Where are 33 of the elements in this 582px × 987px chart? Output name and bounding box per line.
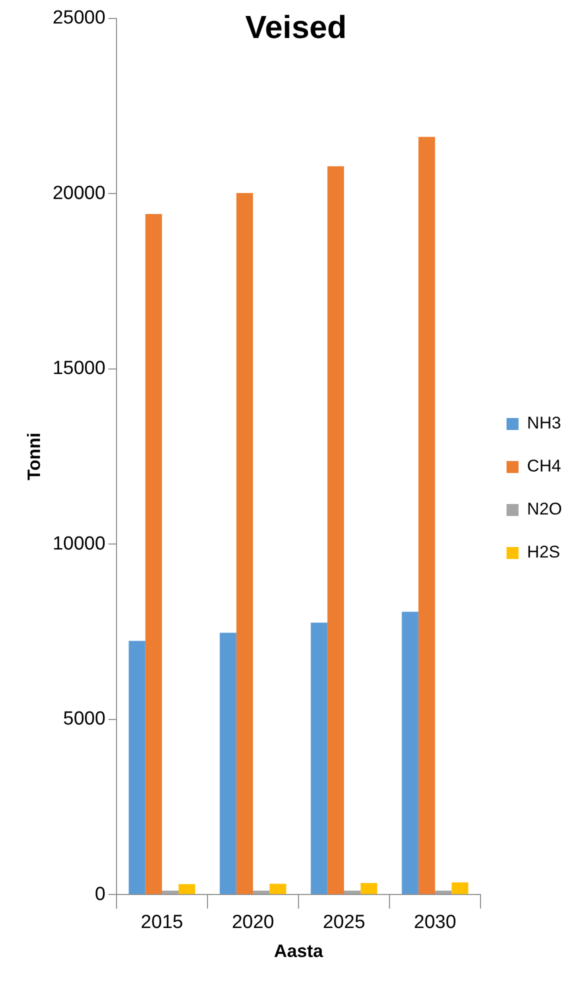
- legend-label: NH3: [527, 414, 562, 433]
- y-tick-label: 0: [94, 884, 106, 905]
- x-tick-label: 2015: [140, 912, 184, 934]
- bar: [178, 884, 196, 894]
- x-tick-label: 2030: [414, 912, 456, 934]
- bar: [344, 890, 361, 894]
- bar: [252, 890, 270, 894]
- legend-label: H2S: [527, 542, 560, 562]
- bar: [418, 136, 436, 894]
- bar: [145, 214, 162, 894]
- y-tick-label: 20000: [52, 182, 106, 204]
- bar: [310, 622, 328, 894]
- bar: [270, 884, 286, 894]
- x-tick-label: 2020: [232, 912, 274, 934]
- bar: [128, 640, 146, 894]
- bar: [452, 882, 468, 894]
- bar: [327, 166, 344, 894]
- bar: [162, 890, 179, 894]
- bar: [435, 890, 452, 894]
- bar: [236, 192, 253, 894]
- x-tick-label: 2025: [322, 912, 366, 934]
- y-tick-label: 15000: [52, 358, 106, 380]
- y-tick-label: 10000: [52, 533, 106, 554]
- chart-title: Veised: [245, 9, 347, 46]
- y-axis-title: Tonni: [24, 432, 44, 480]
- y-tick-label: 25000: [52, 8, 106, 29]
- y-tick-label: 5000: [63, 708, 106, 730]
- legend-label: CH4: [527, 456, 562, 476]
- bar: [360, 883, 378, 894]
- bar: [402, 612, 418, 894]
- bar: [220, 632, 236, 894]
- x-axis-title: Aasta: [274, 941, 324, 962]
- legend-label: N2O: [527, 500, 562, 519]
